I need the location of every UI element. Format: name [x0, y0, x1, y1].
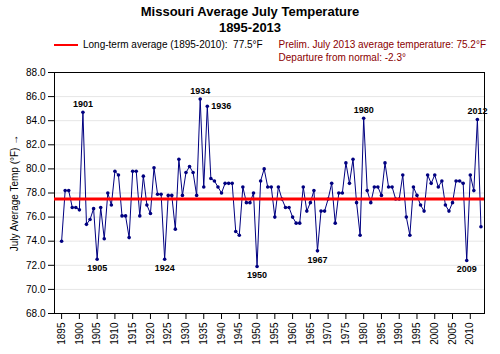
svg-text:1975: 1975 — [340, 322, 351, 345]
svg-text:70.0: 70.0 — [26, 284, 46, 295]
html-text:Long-term average (1895-2010):: Long-term average (1895-2010): 77.5°F — [83, 39, 263, 51]
svg-text:2005: 2005 — [447, 322, 458, 345]
svg-text:1960: 1960 — [287, 322, 298, 345]
svg-text:1900: 1900 — [74, 322, 85, 345]
svg-text:1901: 1901 — [73, 99, 93, 109]
svg-text:78.0: 78.0 — [26, 187, 46, 198]
svg-text:86.0: 86.0 — [26, 91, 46, 102]
svg-text:88.0: 88.0 — [26, 67, 46, 78]
svg-text:1915: 1915 — [127, 322, 138, 345]
svg-text:2000: 2000 — [429, 322, 440, 345]
svg-text:1934: 1934 — [190, 86, 210, 96]
svg-text:72.0: 72.0 — [26, 260, 46, 271]
svg-text:76.0: 76.0 — [26, 211, 46, 222]
svg-text:2009: 2009 — [457, 265, 477, 275]
svg-text:1967: 1967 — [307, 255, 327, 265]
svg-text:1990: 1990 — [393, 322, 404, 345]
svg-text:68.0: 68.0 — [26, 308, 46, 319]
svg-text:74.0: 74.0 — [26, 236, 46, 247]
svg-text:1980: 1980 — [354, 105, 374, 115]
svg-text:1945: 1945 — [233, 322, 244, 345]
svg-text:1930: 1930 — [180, 322, 191, 345]
svg-text:1936: 1936 — [211, 101, 231, 111]
svg-text:1970: 1970 — [322, 322, 333, 345]
html-text:Missouri Average July Temperat: Missouri Average July Temperature 1895-2… — [140, 4, 360, 35]
svg-text:82.0: 82.0 — [26, 139, 46, 150]
svg-text:1924: 1924 — [155, 263, 175, 273]
svg-text:1985: 1985 — [376, 322, 387, 345]
svg-text:1965: 1965 — [305, 322, 316, 345]
svg-text:1925: 1925 — [162, 322, 173, 345]
svg-text:1980: 1980 — [358, 322, 369, 345]
svg-text:1895: 1895 — [56, 322, 67, 345]
svg-text:1935: 1935 — [198, 322, 209, 345]
svg-text:2010: 2010 — [464, 322, 475, 345]
svg-text:1995: 1995 — [411, 322, 422, 345]
svg-text:1940: 1940 — [216, 322, 227, 345]
html-text:Prelim. July 2013 average temp: Prelim. July 2013 average temperature: 7… — [278, 39, 486, 63]
svg-text:1905: 1905 — [91, 322, 102, 345]
svg-text:1950: 1950 — [247, 271, 267, 281]
svg-text:2012: 2012 — [467, 107, 487, 117]
svg-text:1920: 1920 — [145, 322, 156, 345]
svg-text:1910: 1910 — [109, 322, 120, 345]
svg-text:1905: 1905 — [87, 263, 107, 273]
svg-text:80.0: 80.0 — [26, 163, 46, 174]
svg-text:1950: 1950 — [251, 322, 262, 345]
svg-text:July Average Temp (°F) →: July Average Temp (°F) → — [9, 135, 20, 251]
svg-text:1955: 1955 — [269, 322, 280, 345]
svg-text:84.0: 84.0 — [26, 115, 46, 126]
